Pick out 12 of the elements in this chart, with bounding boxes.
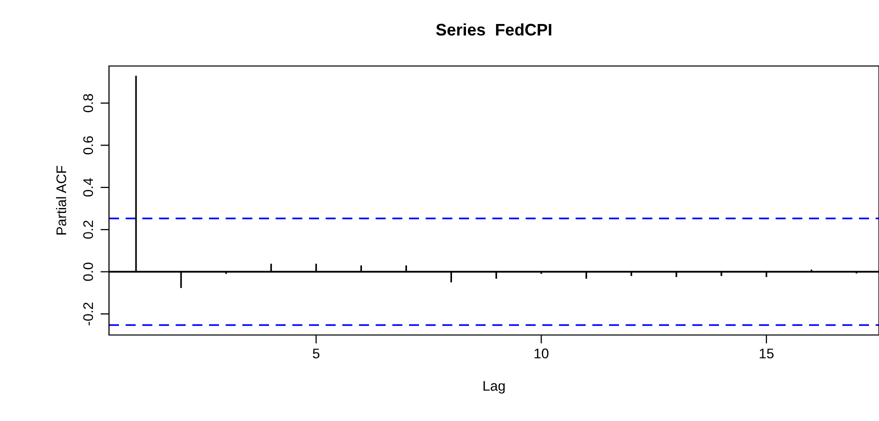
- y-tick-label: 0.2: [83, 220, 94, 239]
- y-tick-label: 0.6: [83, 136, 94, 154]
- x-tick-label: 15: [760, 348, 774, 358]
- y-tick-label: 0.0: [83, 262, 94, 281]
- y-axis-title: Partial ACF: [56, 166, 66, 234]
- x-tick-label: 5: [312, 348, 320, 358]
- y-tick-label: 0.8: [83, 94, 94, 112]
- x-axis-title: Lag: [484, 381, 505, 394]
- chart-title: Series FedCPI: [436, 23, 552, 36]
- y-tick-label: 0.4: [83, 178, 94, 197]
- x-tick-label: 10: [534, 348, 548, 358]
- y-tick-label: -0.2: [83, 302, 94, 326]
